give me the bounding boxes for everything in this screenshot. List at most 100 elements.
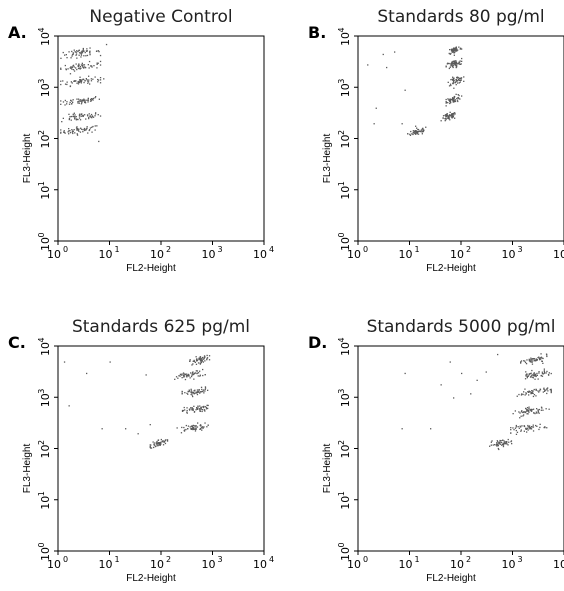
- data-point: [525, 408, 528, 410]
- data-point: [200, 427, 203, 429]
- data-point: [520, 429, 522, 431]
- data-point: [538, 428, 540, 431]
- y-tick-label: 10: [339, 135, 352, 149]
- data-point: [499, 441, 501, 443]
- data-point: [550, 372, 552, 375]
- data-point: [63, 131, 66, 134]
- data-point: [525, 393, 527, 395]
- data-point: [414, 130, 417, 132]
- data-point: [451, 117, 453, 119]
- data-point: [536, 408, 538, 410]
- data-point: [166, 439, 169, 441]
- data-point: [546, 370, 548, 373]
- x-tick-label: 10: [399, 248, 413, 261]
- y-tick-exponent: 1: [37, 181, 46, 186]
- data-point: [79, 52, 81, 54]
- data-point: [192, 395, 194, 398]
- data-point: [80, 56, 82, 58]
- data-point: [76, 133, 78, 135]
- y-tick-exponent: 1: [37, 491, 46, 496]
- data-point: [181, 409, 184, 412]
- x-tick-label: 10: [47, 248, 61, 261]
- data-point: [90, 100, 92, 102]
- data-point: [524, 394, 526, 396]
- data-point: [193, 390, 195, 392]
- data-point: [454, 117, 456, 119]
- data-point: [524, 388, 526, 390]
- data-point: [459, 81, 461, 83]
- data-point: [191, 428, 193, 430]
- data-point: [453, 81, 455, 83]
- data-point: [192, 371, 194, 373]
- data-point: [531, 392, 533, 394]
- data-point: [510, 441, 512, 443]
- data-point: [411, 133, 413, 135]
- data-point: [457, 100, 459, 103]
- x-tick-label: 10: [553, 248, 564, 261]
- data-point: [445, 98, 447, 101]
- data-point: [525, 374, 527, 376]
- data-point: [86, 114, 89, 116]
- data-point: [527, 429, 529, 431]
- data-point: [163, 441, 165, 443]
- data-point: [455, 46, 457, 48]
- x-axis-label: FL2-Height: [426, 573, 476, 584]
- data-point: [196, 360, 198, 362]
- data-point: [67, 131, 69, 133]
- x-tick-label: 10: [450, 558, 464, 571]
- data-point: [91, 131, 93, 133]
- data-point: [85, 128, 88, 130]
- data-point: [198, 408, 201, 410]
- data-point: [84, 101, 86, 103]
- data-point: [550, 390, 552, 392]
- y-tick-label: 10: [39, 83, 52, 97]
- data-point: [416, 127, 418, 129]
- data-point: [186, 375, 188, 377]
- data-point: [87, 132, 89, 134]
- data-point: [74, 80, 76, 82]
- data-point: [69, 132, 72, 134]
- data-point: [503, 443, 505, 445]
- data-point: [199, 362, 201, 364]
- data-point: [542, 362, 544, 364]
- data-point: [445, 66, 447, 68]
- data-point: [81, 62, 83, 64]
- data-point: [414, 131, 416, 133]
- data-point: [200, 360, 202, 362]
- data-point: [183, 373, 185, 375]
- data-point: [99, 60, 102, 63]
- outlier-point: [401, 123, 403, 125]
- x-tick-label: 10: [47, 558, 61, 571]
- data-point: [548, 372, 550, 374]
- data-point: [89, 50, 91, 52]
- data-point: [528, 408, 530, 410]
- data-point: [536, 412, 538, 414]
- data-point: [524, 360, 526, 362]
- data-point: [416, 133, 418, 135]
- data-point: [197, 375, 199, 377]
- data-point: [60, 83, 62, 86]
- data-point: [74, 117, 76, 119]
- data-point: [78, 80, 80, 83]
- data-point: [84, 114, 86, 116]
- data-point: [90, 98, 92, 101]
- data-point: [75, 116, 77, 118]
- data-point: [199, 374, 201, 376]
- data-point: [546, 354, 548, 356]
- data-point: [455, 62, 458, 64]
- data-point: [457, 76, 459, 78]
- x-tick-label: 10: [253, 248, 267, 261]
- data-point: [504, 442, 506, 445]
- data-point: [458, 61, 461, 63]
- data-point: [195, 363, 198, 365]
- scatter-panel-2: B.Standards 80 pg/ml10010110210310410010…: [308, 7, 564, 274]
- data-point: [72, 101, 74, 103]
- data-point: [449, 62, 451, 65]
- data-point: [201, 409, 204, 411]
- data-point: [191, 409, 193, 411]
- data-point: [188, 389, 190, 391]
- data-point: [453, 49, 456, 51]
- data-point: [449, 119, 451, 121]
- data-point: [164, 442, 167, 445]
- data-point: [532, 360, 534, 362]
